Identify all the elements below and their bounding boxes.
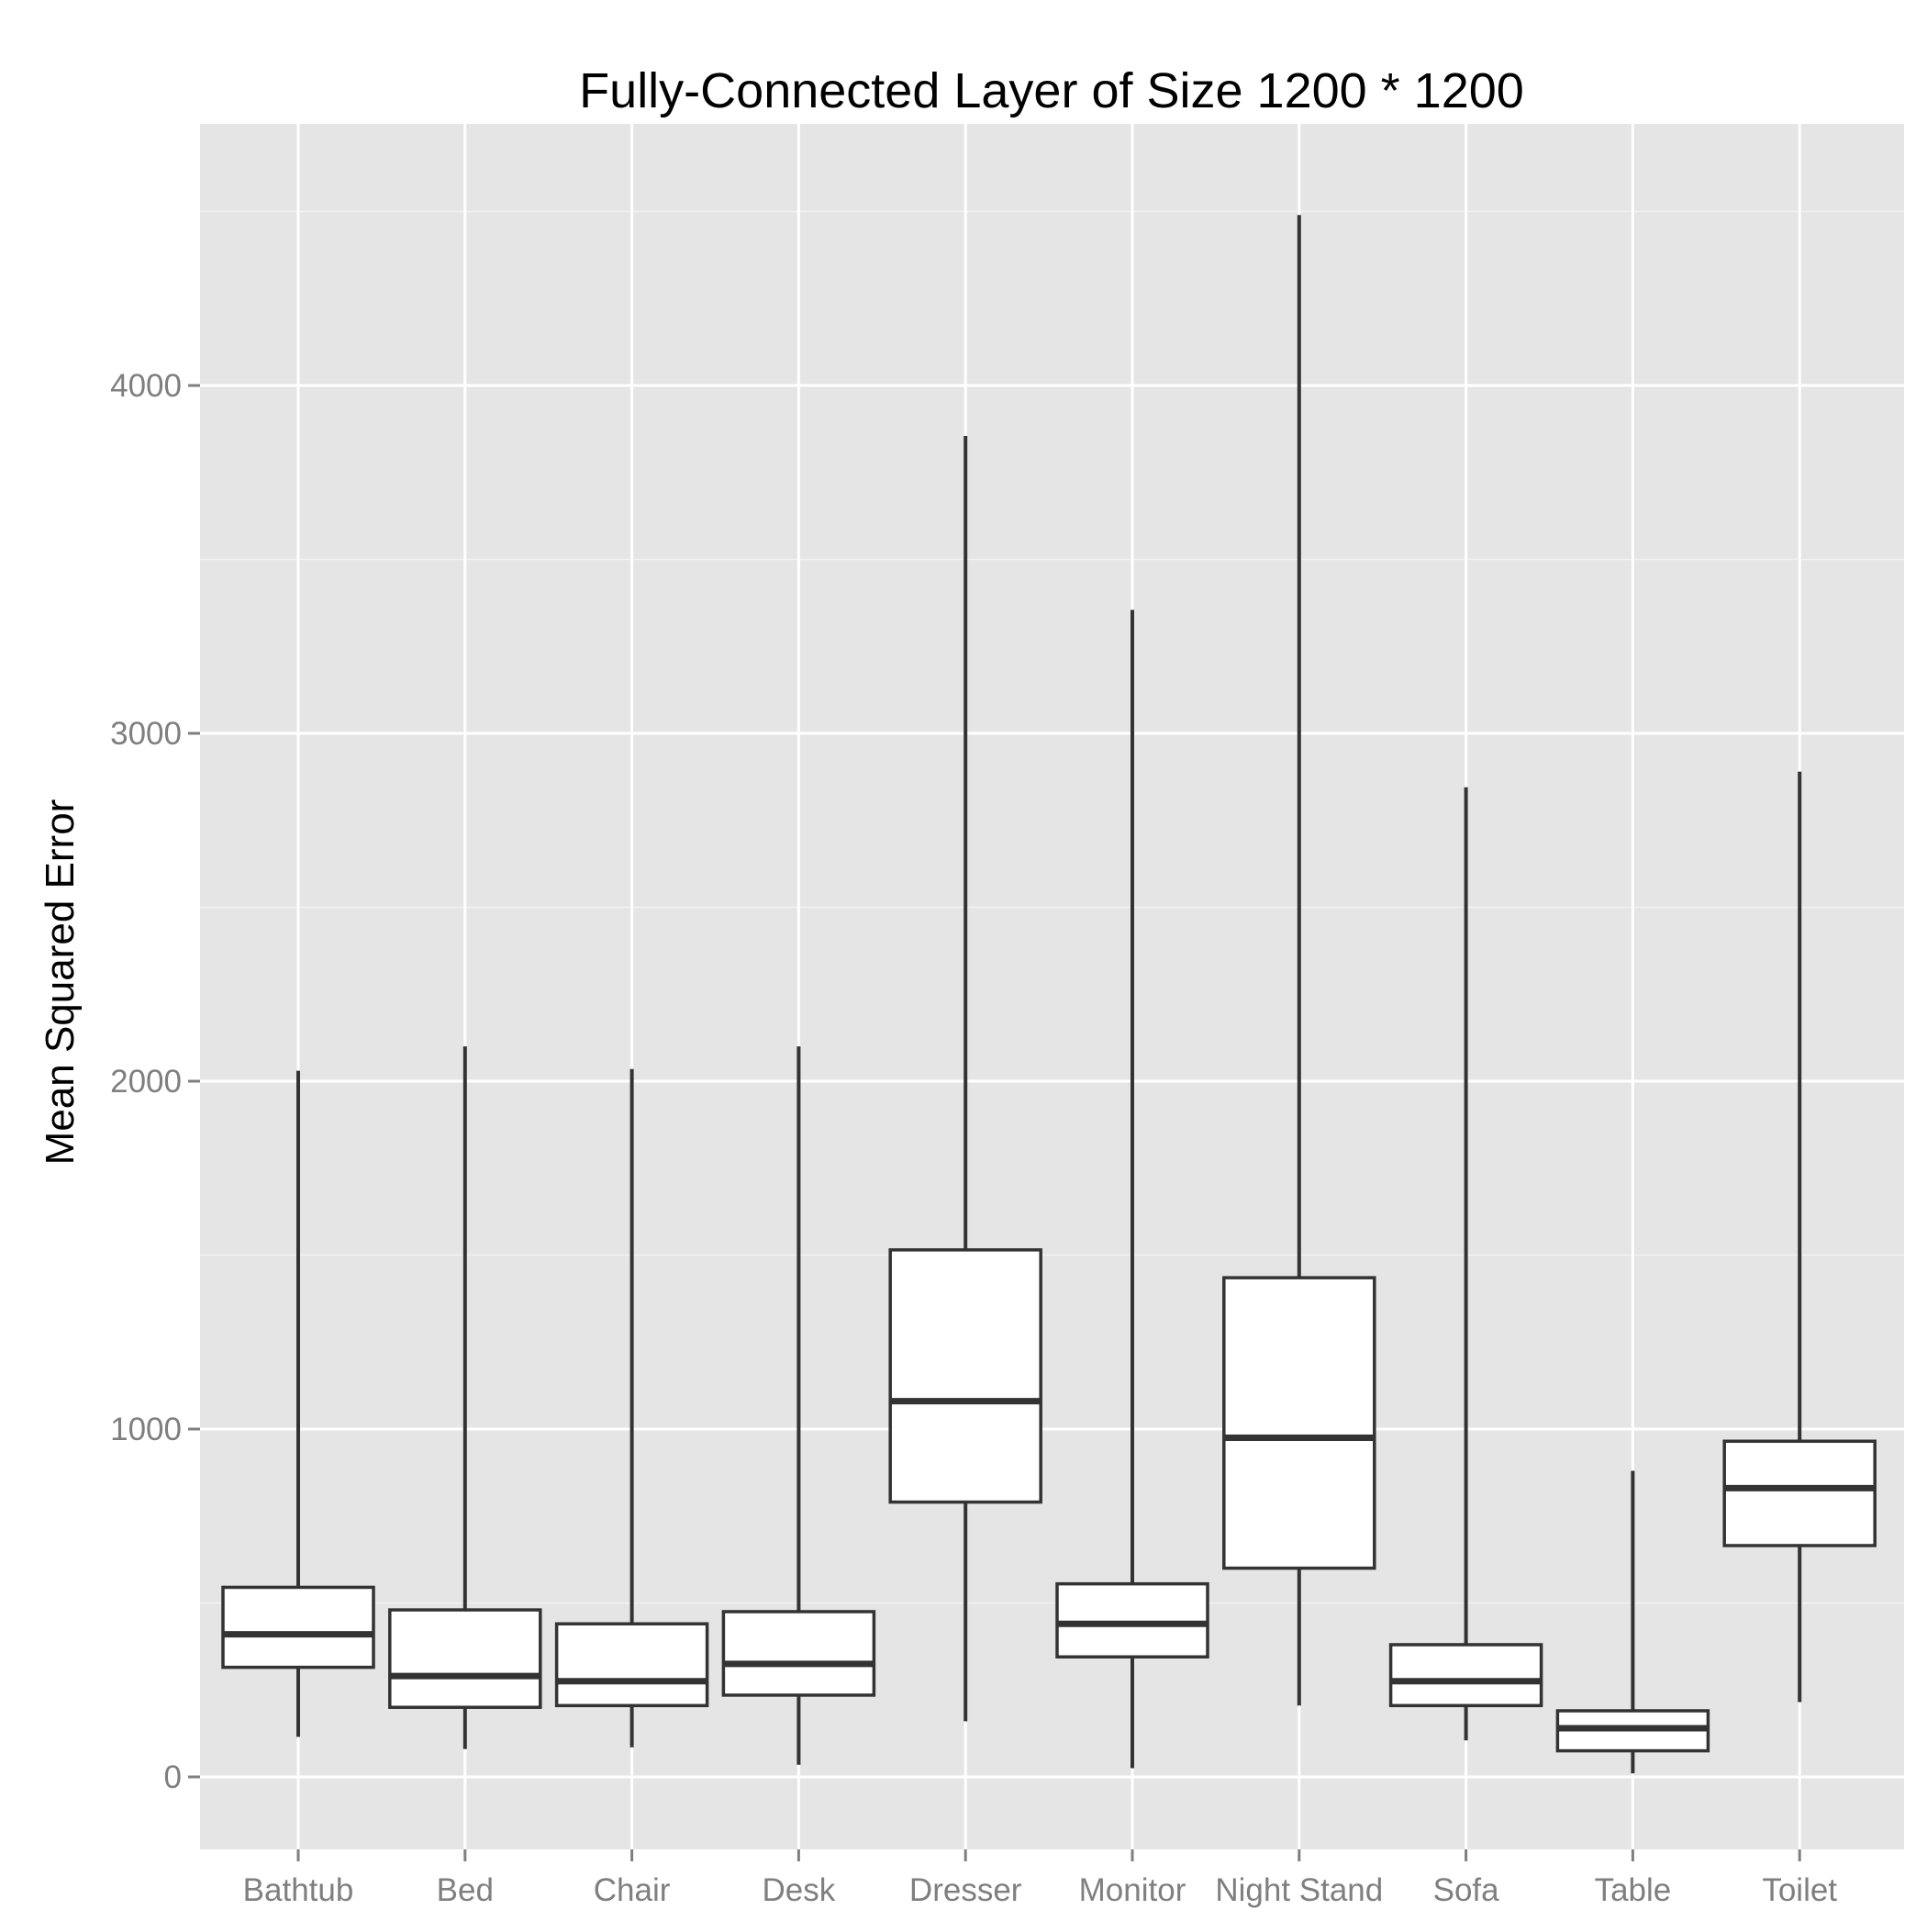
box-iqr (554, 1622, 709, 1708)
x-tick-label: Sofa (1433, 1872, 1500, 1908)
x-tick-label: Toilet (1762, 1872, 1837, 1908)
y-tick-label: 4000 (110, 368, 182, 404)
x-tick-label: Chair (594, 1872, 671, 1908)
axis-ticks: 0 1000 2000 3000 4000 Bathtub Bed Chair Desk Dres… (110, 368, 1837, 1908)
box-group (721, 1046, 876, 1765)
box-group (1722, 771, 1877, 1703)
box-group (888, 435, 1042, 1722)
box-iqr (388, 1608, 542, 1709)
boxes (221, 215, 1877, 1774)
box-iqr (1055, 1581, 1209, 1658)
chart-title: Fully-Connected Layer of Size 1200 * 120… (579, 63, 1524, 118)
box-iqr (1722, 1439, 1877, 1547)
x-tick-label: Desk (763, 1872, 836, 1908)
x-tick-label: Monitor (1079, 1872, 1186, 1908)
y-axis-label: Mean Squared Error (38, 799, 83, 1166)
y-tick-label: 2000 (110, 1064, 182, 1100)
x-tick-label: Night Stand (1215, 1872, 1383, 1908)
box-group (1055, 609, 1209, 1769)
box-group (221, 1070, 375, 1737)
box-iqr (721, 1610, 876, 1697)
box-group (1222, 215, 1376, 1706)
y-tick-label: 0 (164, 1759, 182, 1795)
box-iqr (1388, 1643, 1543, 1708)
box-group (388, 1046, 542, 1749)
box-iqr (1222, 1276, 1376, 1570)
y-tick-label: 3000 (110, 716, 182, 752)
x-tick-label: Table (1595, 1872, 1672, 1908)
x-tick-label: Bed (437, 1872, 494, 1908)
plot-panel-background (200, 124, 1904, 1849)
box-group (554, 1068, 709, 1748)
x-tick-label: Bathtub (243, 1872, 354, 1908)
x-tick-label: Dresser (909, 1872, 1022, 1908)
box-iqr (888, 1248, 1042, 1504)
y-tick-label: 1000 (110, 1412, 182, 1447)
box-iqr (221, 1585, 375, 1670)
box-group (1388, 787, 1543, 1741)
box-group (1555, 1470, 1710, 1774)
plot-panel (200, 124, 1904, 1849)
